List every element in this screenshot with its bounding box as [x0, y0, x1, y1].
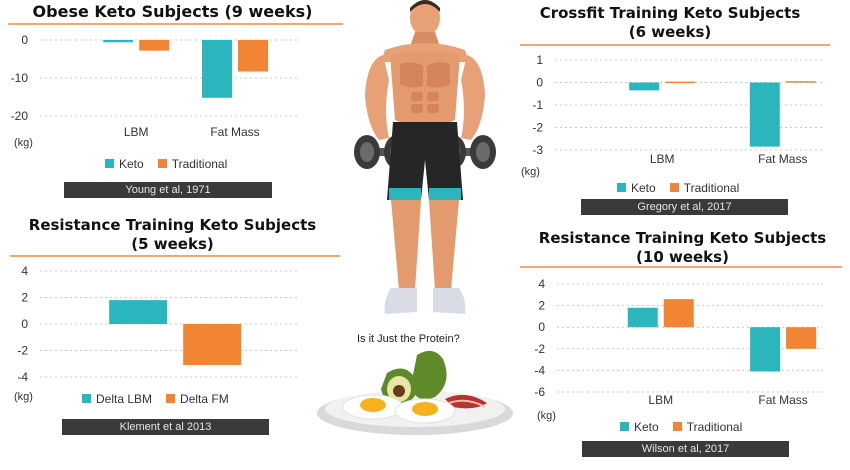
legend-label: Traditional	[171, 157, 228, 171]
panel4-title: Resistance Training Keto Subjects (10 we…	[515, 229, 850, 267]
lbm-keto-bar	[627, 307, 658, 328]
y-tick-label: -3	[532, 143, 543, 157]
y-axis-unit-label: (kg)	[14, 391, 33, 403]
y-tick-label: 0	[21, 317, 28, 331]
legend-item-keto: Keto	[620, 420, 659, 434]
legend-label: Keto	[634, 420, 659, 434]
y-tick-label: -4	[17, 370, 28, 384]
legend-item-delta-lbm: Delta LBM	[82, 392, 152, 406]
legend-label: Traditional	[686, 420, 743, 434]
y-tick-label: -4	[534, 363, 545, 377]
panel1-title: Obese Keto Subjects (9 weeks)	[0, 2, 345, 21]
y-tick-label: 4	[21, 264, 28, 278]
panel4-citation: Wilson et al, 2017	[582, 441, 789, 457]
panel4-title-line2: (10 weeks)	[636, 248, 729, 266]
y-tick-label: 0	[21, 33, 28, 47]
panel2-chart: 1 0 -1 -2 -3 (kg) LBM Fat Mass	[521, 53, 823, 178]
panel2-title-line1: Crossfit Training Keto Subjects	[539, 4, 801, 22]
category-label: LBM	[648, 393, 673, 407]
panel1-legend: Keto Traditional	[105, 157, 227, 171]
category-label: Fat Mass	[758, 393, 807, 407]
panel3-title: Resistance Training Keto Subjects (5 wee…	[0, 216, 345, 254]
y-tick-label: 2	[21, 291, 28, 305]
panel3-citation: Klement et al 2013	[62, 419, 269, 435]
panel2-citation: Gregory et al, 2017	[581, 199, 788, 215]
legend-item-traditional: Traditional	[669, 181, 740, 195]
panel2-title-rule	[520, 44, 830, 46]
panel3-title-rule	[10, 255, 340, 257]
keto-plate-illustration	[317, 350, 513, 435]
panel3-legend: Delta LBM Delta FM	[82, 392, 229, 406]
lbm-traditional-bar	[663, 299, 694, 328]
group-delta-lbm-bar	[109, 300, 168, 324]
y-axis-unit-label: (kg)	[537, 410, 556, 422]
legend-label: Delta LBM	[96, 392, 153, 406]
panel2-legend: Keto Traditional	[617, 181, 739, 195]
y-tick-label: 4	[538, 277, 545, 291]
fat-mass-keto-bar	[750, 327, 781, 372]
panel3-title-line2: (5 weeks)	[131, 235, 214, 253]
legend-label: Keto	[119, 157, 144, 171]
legend-item-keto: Keto	[617, 181, 656, 195]
panel4-legend: Keto Traditional	[620, 420, 742, 434]
panel2-title-line2: (6 weeks)	[628, 23, 712, 41]
lbm-traditional-bar	[139, 40, 170, 51]
lbm-keto-bar	[103, 40, 134, 43]
category-label: LBM	[124, 125, 149, 139]
legend-label: Delta FM	[180, 392, 229, 406]
y-axis-unit-label: (kg)	[521, 166, 540, 178]
lbm-traditional-bar	[665, 81, 696, 84]
y-tick-label: -20	[11, 109, 29, 123]
legend-item-traditional: Traditional	[157, 157, 228, 171]
category-label: Fat Mass	[210, 125, 259, 139]
legend-item-delta-fm: Delta FM	[166, 392, 229, 406]
panel4-title-line1: Resistance Training Keto Subjects	[538, 229, 827, 247]
y-tick-label: -2	[17, 344, 28, 358]
fat-mass-traditional-bar	[238, 40, 268, 72]
y-tick-label: -2	[534, 342, 545, 356]
y-tick-label: 1	[536, 53, 543, 67]
y-tick-label: -1	[532, 98, 543, 112]
y-axis-unit-label: (kg)	[14, 137, 33, 149]
y-tick-label: 2	[538, 299, 545, 313]
category-label: LBM	[650, 152, 675, 166]
fat-mass-traditional-bar	[785, 81, 816, 83]
group-delta-fm-bar	[183, 324, 242, 366]
fat-mass-traditional-bar	[786, 327, 817, 349]
y-tick-label: -6	[534, 385, 545, 399]
y-tick-label: 0	[538, 320, 545, 334]
panel2-title: Crossfit Training Keto Subjects (6 weeks…	[505, 4, 835, 42]
legend-item-keto: Keto	[105, 157, 144, 171]
category-label: Fat Mass	[758, 152, 807, 166]
panel1-chart: 0 -10 -20 (kg) LBM Fat Mass	[11, 33, 300, 149]
legend-label: Keto	[631, 181, 656, 195]
lbm-keto-bar	[629, 82, 660, 91]
panel4-title-rule	[520, 266, 842, 268]
legend-label: Traditional	[683, 181, 740, 195]
y-tick-label: -10	[11, 71, 29, 85]
fat-mass-keto-bar	[202, 40, 232, 98]
panel3-chart: 4 2 0 -2 -4 (kg)	[14, 264, 300, 403]
fat-mass-keto-bar	[749, 82, 780, 147]
bodybuilder-illustration	[354, 0, 496, 314]
panel1-title-rule	[8, 23, 343, 25]
panel1-citation: Young et al, 1971	[64, 182, 272, 198]
panel4-chart: 4 2 0 -2 -4 -6 (kg) LBM Fat Mass	[534, 277, 823, 422]
panel1-title-line1: Obese Keto Subjects (9 weeks)	[32, 2, 313, 21]
y-tick-label: -2	[532, 121, 543, 135]
protein-question: Is it Just the Protein?	[357, 333, 460, 345]
y-tick-label: 0	[536, 76, 543, 90]
legend-item-traditional: Traditional	[672, 420, 743, 434]
panel3-title-line1: Resistance Training Keto Subjects	[28, 216, 317, 234]
